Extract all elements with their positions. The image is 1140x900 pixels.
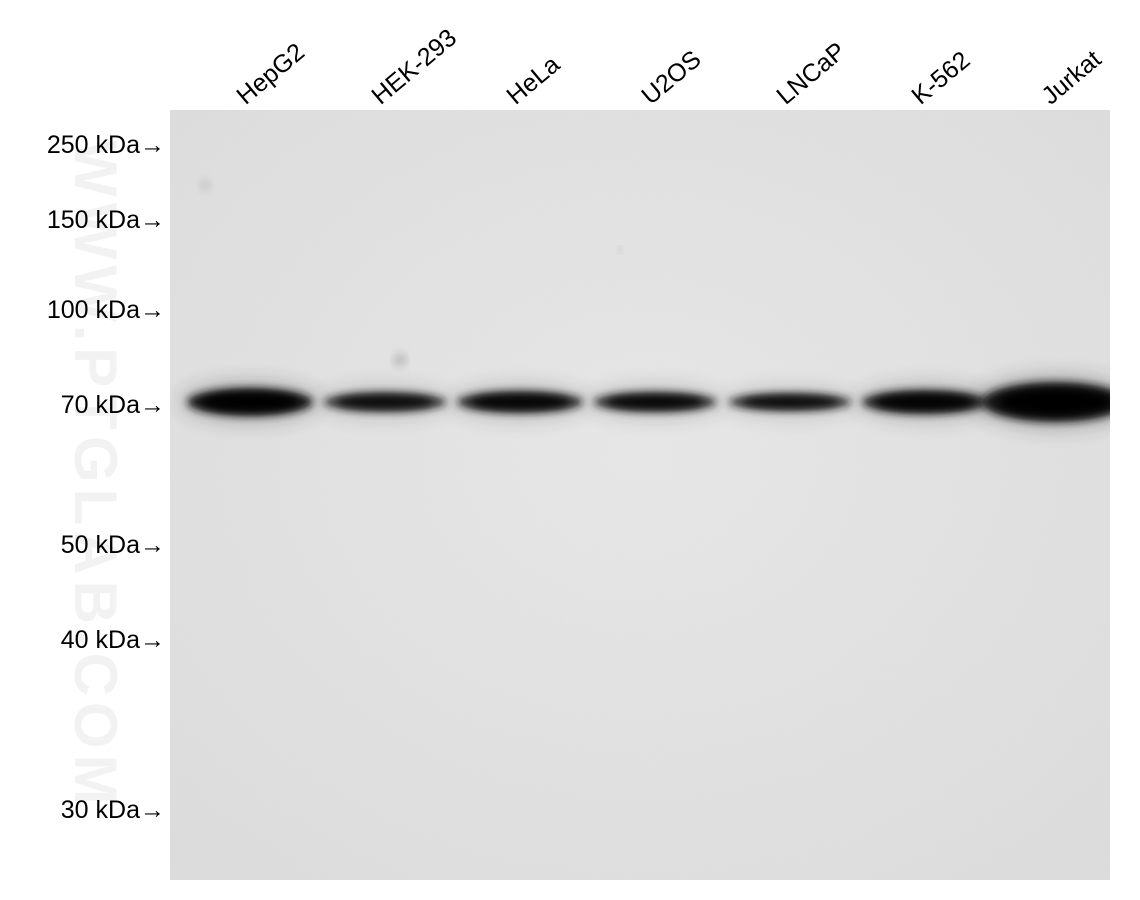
blot-image xyxy=(170,110,1110,880)
mw-marker: 100 kDa→ xyxy=(0,296,165,325)
lane-label: HEK-293 xyxy=(366,24,462,111)
mw-marker: 150 kDa→ xyxy=(0,206,165,235)
lane-label: HeLa xyxy=(501,50,565,111)
mw-marker: 40 kDa→ xyxy=(0,626,165,655)
lane-label: U2OS xyxy=(636,45,707,111)
lane-label: HepG2 xyxy=(231,38,310,111)
mw-marker: 50 kDa→ xyxy=(0,531,165,560)
mw-marker: 30 kDa→ xyxy=(0,796,165,825)
mw-marker: 250 kDa→ xyxy=(0,131,165,160)
lane-label: K-562 xyxy=(906,46,976,111)
watermark-text: WWW.PTGLAB.COM xyxy=(61,140,130,811)
lane-label: Jurkat xyxy=(1036,45,1107,111)
lane-label: LNCaP xyxy=(771,37,851,111)
blot-panel xyxy=(170,110,1110,880)
mw-marker: 70 kDa→ xyxy=(0,391,165,420)
